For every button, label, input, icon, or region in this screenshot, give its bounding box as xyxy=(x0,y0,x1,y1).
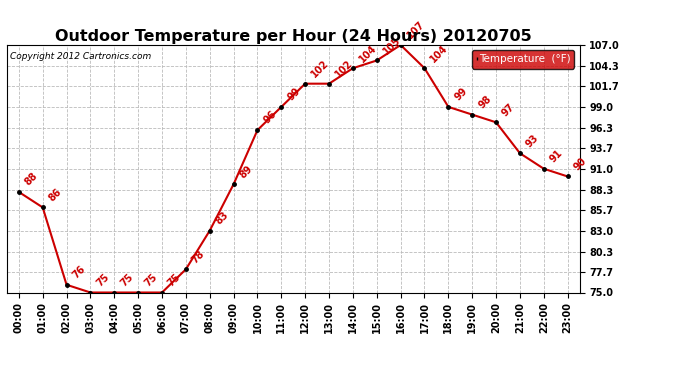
Text: 99: 99 xyxy=(286,86,302,103)
Text: 104: 104 xyxy=(357,43,378,64)
Legend: Temperature  (°F): Temperature (°F) xyxy=(473,50,574,69)
Text: 75: 75 xyxy=(119,272,135,288)
Text: 75: 75 xyxy=(95,272,111,288)
Title: Outdoor Temperature per Hour (24 Hours) 20120705: Outdoor Temperature per Hour (24 Hours) … xyxy=(55,29,531,44)
Text: 86: 86 xyxy=(47,186,63,203)
Text: 99: 99 xyxy=(453,86,469,103)
Text: 83: 83 xyxy=(214,210,230,226)
Text: 90: 90 xyxy=(572,156,589,172)
Text: 75: 75 xyxy=(166,272,183,288)
Text: 93: 93 xyxy=(524,132,541,149)
Text: 104: 104 xyxy=(428,43,450,64)
Text: 98: 98 xyxy=(476,94,493,111)
Text: 96: 96 xyxy=(262,109,278,126)
Text: 105: 105 xyxy=(381,35,402,56)
Text: 89: 89 xyxy=(238,164,255,180)
Text: 107: 107 xyxy=(405,20,426,41)
Text: 78: 78 xyxy=(190,248,207,265)
Text: 91: 91 xyxy=(548,148,564,165)
Text: 102: 102 xyxy=(333,58,355,80)
Text: 102: 102 xyxy=(309,58,331,80)
Text: 97: 97 xyxy=(500,102,517,118)
Text: 76: 76 xyxy=(70,264,88,280)
Text: Copyright 2012 Cartronics.com: Copyright 2012 Cartronics.com xyxy=(10,53,151,62)
Text: 75: 75 xyxy=(142,272,159,288)
Text: 88: 88 xyxy=(23,171,40,188)
